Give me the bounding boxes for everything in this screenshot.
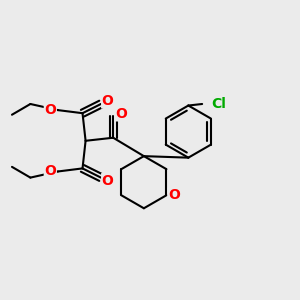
Text: O: O xyxy=(115,107,127,121)
Text: O: O xyxy=(44,164,56,178)
Text: O: O xyxy=(102,94,114,108)
Text: Cl: Cl xyxy=(211,97,226,111)
Text: O: O xyxy=(168,188,180,202)
Text: O: O xyxy=(44,103,56,117)
Text: O: O xyxy=(102,174,114,188)
